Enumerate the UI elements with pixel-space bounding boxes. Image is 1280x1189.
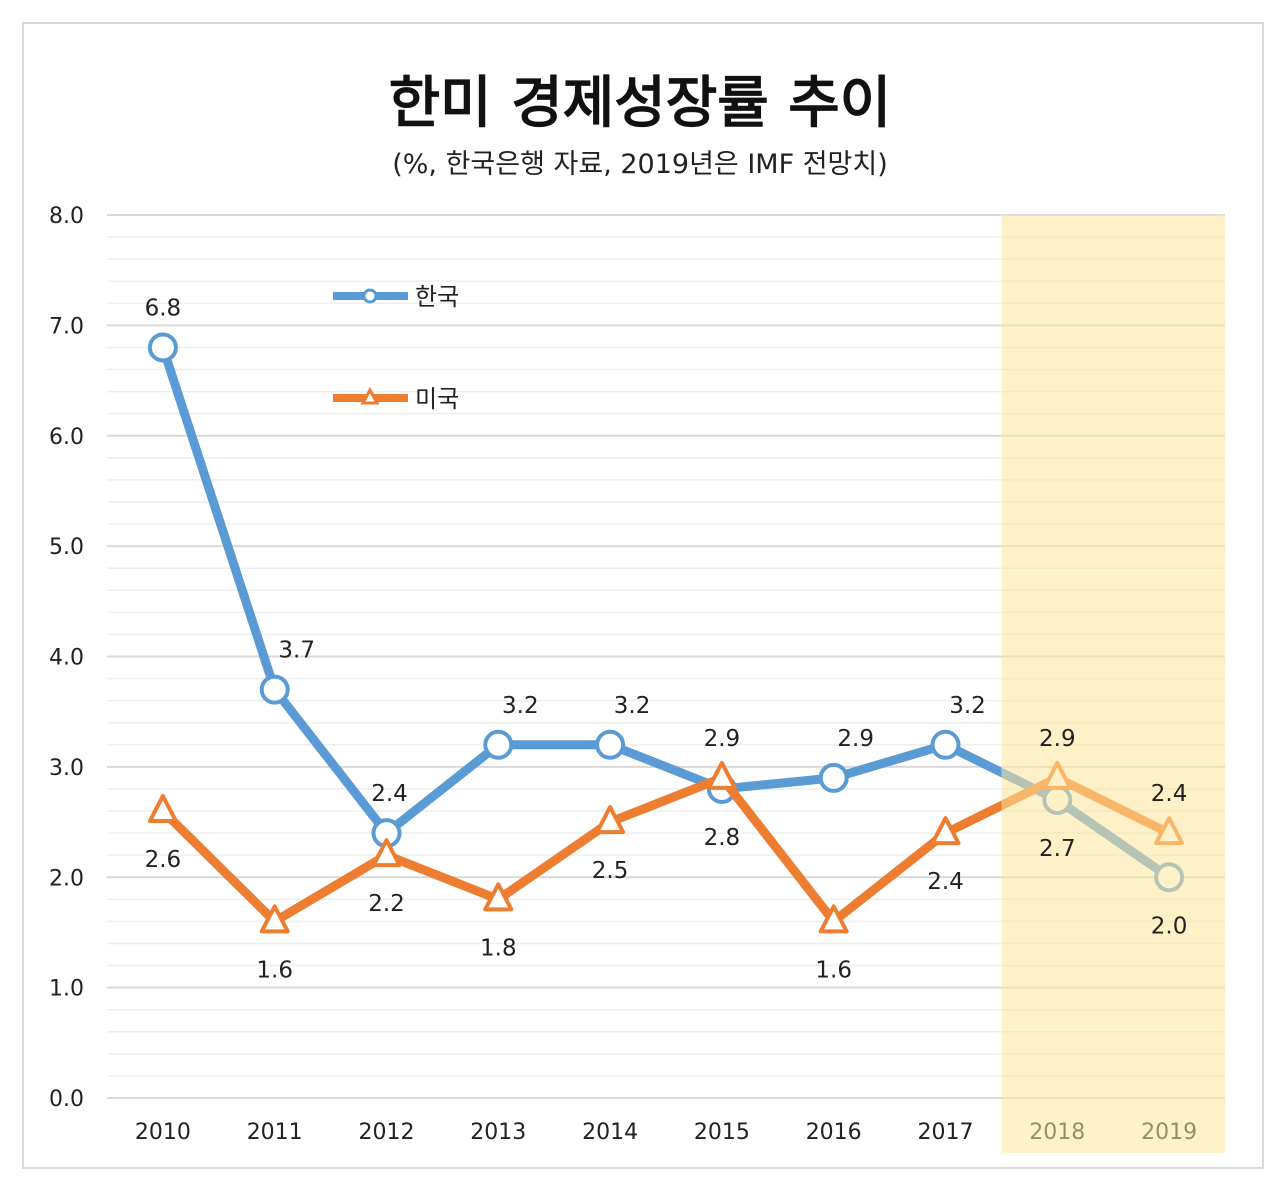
data-label: 2.4 <box>1151 781 1188 807</box>
y-tick-label: 6.0 <box>49 425 84 450</box>
data-point <box>147 794 178 824</box>
data-label: 2.6 <box>145 847 182 873</box>
data-label: 1.8 <box>480 935 517 961</box>
data-label: 3.2 <box>502 693 539 719</box>
data-label: 2.2 <box>368 891 405 917</box>
data-label: 1.6 <box>815 957 852 983</box>
y-tick-label: 0.0 <box>49 1087 84 1112</box>
y-tick-label: 7.0 <box>49 314 84 339</box>
chart-subtitle: (%, 한국은행 자료, 2019년은 IMF 전망치) <box>392 149 888 180</box>
x-tick-label: 2010 <box>135 1120 191 1145</box>
data-label: 2.4 <box>371 781 408 807</box>
y-tick-label: 3.0 <box>49 756 84 781</box>
y-tick-label: 1.0 <box>49 977 84 1002</box>
x-tick-label: 2016 <box>806 1120 862 1145</box>
data-label: 1.6 <box>256 957 293 983</box>
data-point <box>147 332 178 363</box>
data-label: 2.4 <box>927 869 964 895</box>
y-tick-label: 4.0 <box>49 646 84 671</box>
data-point <box>595 805 626 835</box>
data-point <box>818 762 849 793</box>
legend-circle-icon <box>362 288 378 304</box>
data-label: 2.9 <box>1039 726 1076 752</box>
y-tick-label: 5.0 <box>49 535 84 560</box>
data-point <box>259 904 290 934</box>
x-tick-label: 2017 <box>918 1120 974 1145</box>
data-label: 6.8 <box>145 295 182 321</box>
x-tick-label: 2015 <box>694 1120 750 1145</box>
data-point <box>483 729 514 760</box>
data-point <box>930 729 961 760</box>
x-tick-label: 2013 <box>470 1120 526 1145</box>
data-label: 3.7 <box>278 638 315 664</box>
chart-title: 한미 경제성장률 추이 <box>388 71 892 136</box>
x-tick-label: 2014 <box>582 1120 638 1145</box>
data-label: 2.0 <box>1151 913 1188 939</box>
chart-frame <box>22 22 1264 1169</box>
data-label: 3.2 <box>614 693 651 719</box>
x-tick-label: 2012 <box>359 1120 415 1145</box>
data-point <box>259 674 290 705</box>
y-tick-label: 2.0 <box>49 866 84 891</box>
legend-triangle-icon <box>360 386 380 405</box>
data-point <box>930 816 961 846</box>
data-point <box>483 882 514 912</box>
data-point <box>595 729 626 760</box>
x-tick-label: 2011 <box>247 1120 303 1145</box>
data-point <box>371 838 402 868</box>
data-label: 2.8 <box>704 825 741 851</box>
legend-label: 한국 <box>415 283 459 311</box>
data-label: 3.2 <box>949 693 986 719</box>
data-label: 2.5 <box>592 858 629 884</box>
data-label: 2.9 <box>704 726 741 752</box>
forecast-highlight <box>1001 215 1225 1153</box>
y-tick-label: 8.0 <box>49 204 84 229</box>
data-point <box>706 760 737 790</box>
legend-label: 미국 <box>415 385 459 413</box>
data-label: 2.9 <box>837 726 874 752</box>
data-point <box>818 904 849 934</box>
data-label: 2.7 <box>1039 836 1076 862</box>
